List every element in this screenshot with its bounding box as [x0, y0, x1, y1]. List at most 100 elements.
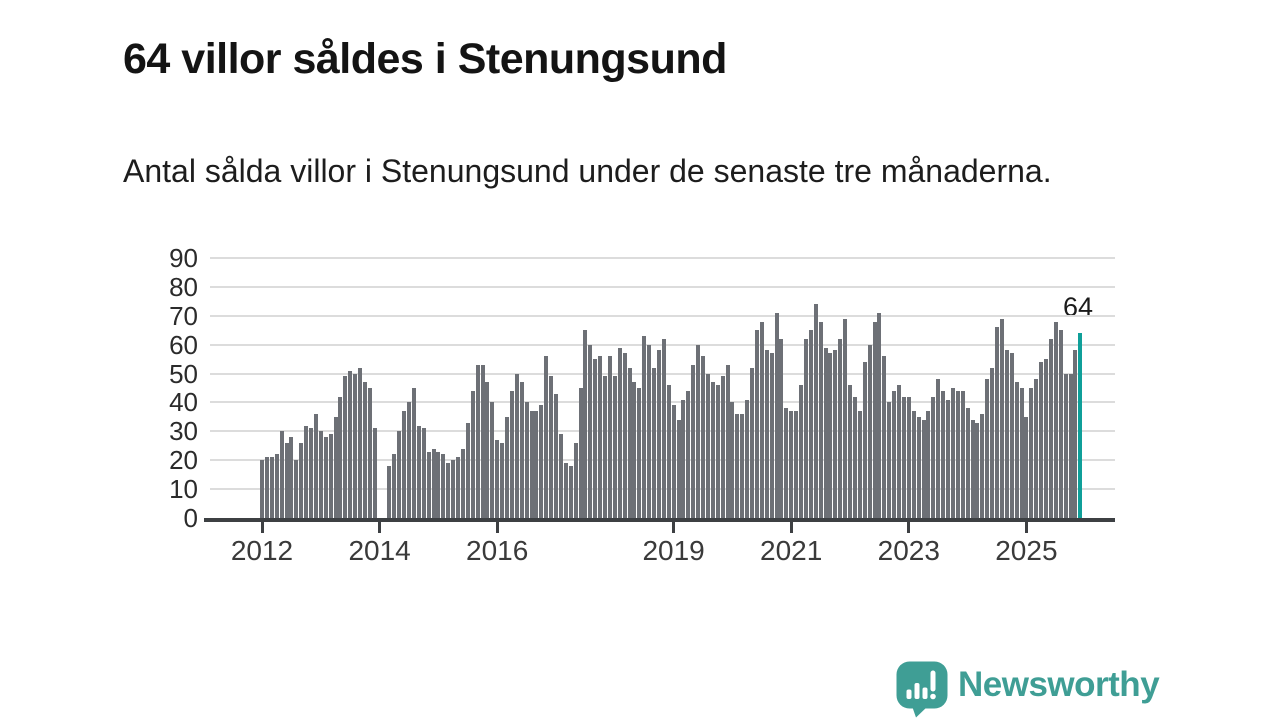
bar: [568, 466, 573, 518]
y-axis-label: 80: [169, 271, 198, 302]
bar: [1053, 321, 1058, 518]
bar: [323, 437, 328, 518]
bar: [715, 385, 720, 518]
bar: [500, 442, 505, 518]
x-axis-tick-2019: [672, 522, 676, 533]
bar: [1019, 388, 1024, 518]
bar: [769, 353, 774, 518]
bar: [524, 402, 529, 518]
newsworthy-logo: Newsworthy: [895, 660, 1160, 718]
newsworthy-speech-bubble-chart-icon: [896, 661, 948, 718]
bar: [975, 422, 980, 518]
y-axis-label: 70: [169, 300, 198, 331]
bar: [985, 379, 990, 518]
bar: [1024, 416, 1029, 518]
bar: [416, 425, 421, 518]
bar: [426, 451, 431, 518]
bar: [916, 416, 921, 518]
x-axis-label-2021: 2021: [760, 535, 823, 566]
bar: [906, 396, 911, 518]
bar: [411, 388, 416, 518]
bar: [784, 408, 789, 518]
bar: [1004, 350, 1009, 518]
bar: [862, 362, 867, 518]
bar: [617, 347, 622, 518]
bar: [480, 364, 485, 518]
x-axis-tick-2025: [1024, 522, 1028, 533]
bar: [603, 376, 607, 518]
chart-subtitle: Antal sålda villor i Stenungsund under d…: [123, 153, 1052, 189]
bar: [901, 396, 906, 518]
bar: [950, 388, 955, 518]
bar: [402, 411, 407, 518]
highlighted-bar: [1078, 333, 1083, 518]
bar: [598, 356, 603, 518]
bar: [671, 405, 676, 518]
bar: [877, 312, 882, 518]
bar: [333, 416, 338, 518]
bar: [485, 382, 490, 518]
bar: [304, 425, 309, 518]
bar: [372, 428, 377, 518]
bar: [872, 321, 877, 518]
x-axis-tick-2016: [495, 522, 499, 533]
bar: [460, 448, 465, 518]
bar: [803, 338, 808, 518]
bar: [367, 388, 372, 518]
bar: [1068, 373, 1073, 518]
bar: [666, 385, 671, 518]
bar: [274, 454, 279, 518]
bar: [725, 364, 730, 518]
bar: [686, 390, 691, 518]
bar: [348, 370, 353, 518]
gridline-90: [210, 257, 1115, 259]
y-axis-label: 90: [169, 243, 198, 273]
bar: [754, 330, 759, 518]
bar: [514, 373, 519, 518]
bar: [838, 338, 843, 518]
bar: [794, 411, 799, 518]
bar: [529, 411, 534, 518]
bar: [284, 442, 289, 518]
bar: [1044, 359, 1048, 518]
bar: [446, 463, 451, 518]
bar: [475, 364, 480, 518]
bar: [509, 390, 514, 518]
bar: [549, 376, 554, 518]
bar: [269, 457, 274, 518]
bar: [632, 382, 637, 518]
bar: [318, 431, 323, 518]
y-axis-label: 10: [169, 474, 198, 505]
bar: [946, 399, 950, 518]
bar: [931, 396, 936, 518]
x-axis-label-2025: 2025: [995, 535, 1058, 566]
bar: [740, 414, 745, 518]
bar: [1029, 388, 1034, 518]
bar: [637, 388, 642, 518]
bar: [583, 330, 588, 518]
bar: [1014, 382, 1019, 518]
bar: [926, 411, 931, 518]
bar: [774, 312, 779, 518]
bar: [779, 338, 784, 518]
y-axis-label: 50: [169, 358, 198, 389]
bar: [750, 367, 754, 518]
bar: [264, 457, 269, 518]
page-title: 64 villor såldes i Stenungsund: [123, 34, 727, 83]
bar: [813, 304, 818, 518]
bar: [309, 428, 313, 518]
bar: [1009, 353, 1014, 518]
bar: [833, 350, 838, 518]
y-axis-label: 60: [169, 329, 198, 360]
bar: [328, 434, 333, 518]
bar: [593, 359, 598, 518]
x-axis-tick-2023: [907, 522, 911, 533]
bar: [887, 402, 892, 518]
bar: [397, 431, 402, 518]
bar: [999, 318, 1004, 518]
bar: [534, 411, 539, 518]
bar: [387, 466, 392, 518]
bar: [960, 390, 965, 518]
bar: [392, 454, 397, 518]
